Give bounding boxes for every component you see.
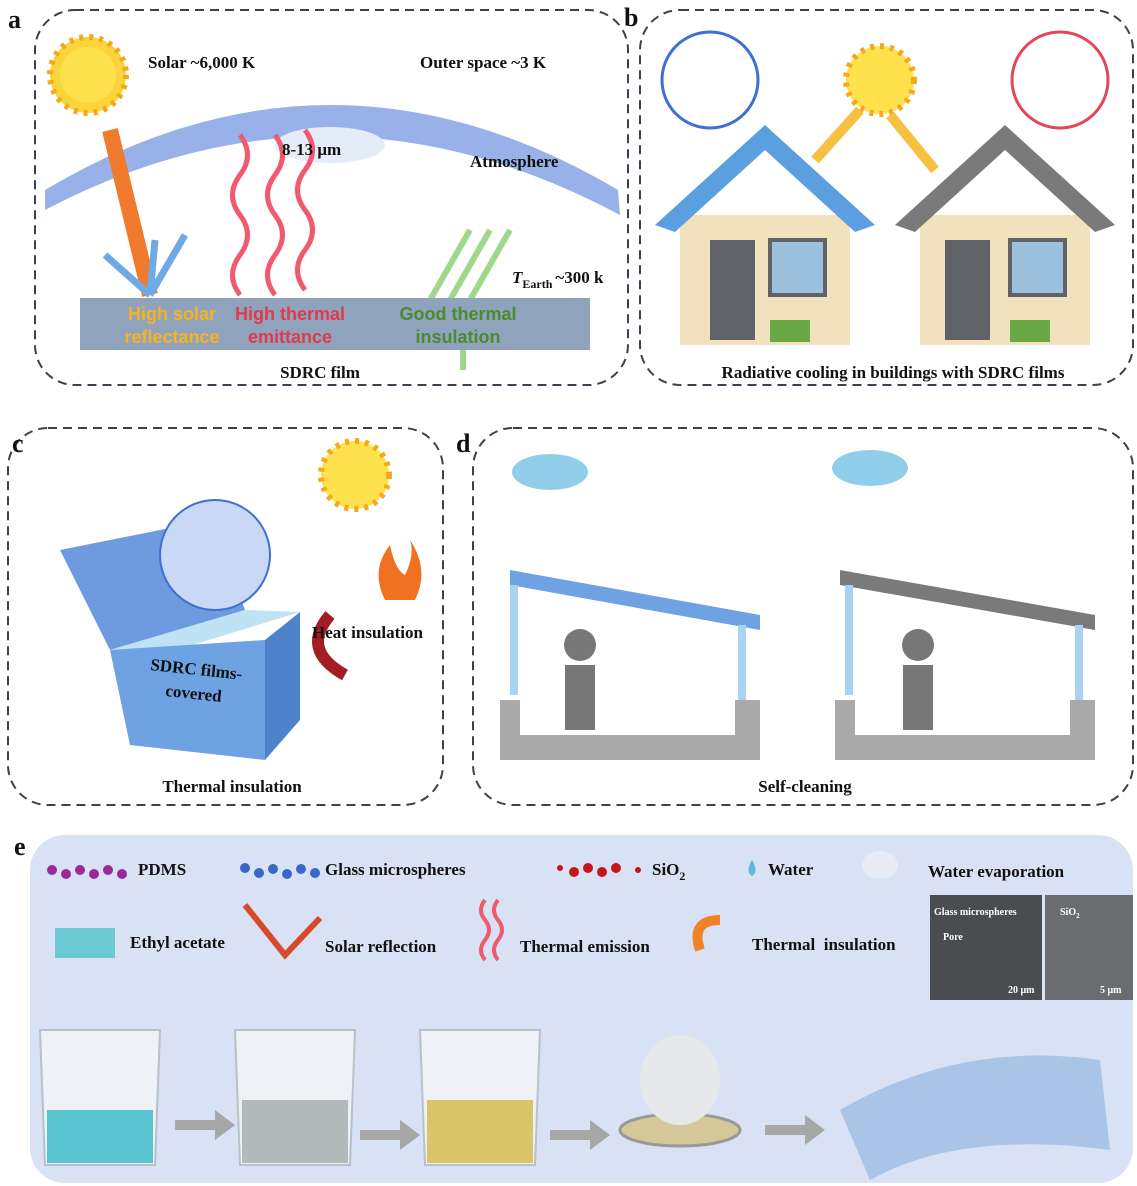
text: PDMS xyxy=(138,860,186,879)
panel-c-frame xyxy=(7,427,444,806)
text: reflectance xyxy=(124,327,219,347)
text: Thermal insulation xyxy=(162,777,302,796)
cloud xyxy=(512,454,588,490)
house-cool xyxy=(655,125,875,345)
house-clean xyxy=(500,570,760,760)
text: SiO2 xyxy=(1060,907,1080,920)
text: SiO2 xyxy=(652,860,685,883)
glass-icon xyxy=(240,863,320,879)
text: Self-cleaning xyxy=(758,777,852,796)
text: Heat insulation xyxy=(312,623,424,642)
sun xyxy=(318,438,392,512)
sem-image xyxy=(930,895,1042,1000)
text: Radiative cooling in buildings with SDRC… xyxy=(722,363,1065,382)
text: Solar reflection xyxy=(325,937,437,956)
panel-label: d xyxy=(456,429,471,458)
panel-d-frame xyxy=(472,427,1134,806)
text: 5 μm xyxy=(1100,985,1122,996)
panel-label: c xyxy=(12,429,24,458)
film xyxy=(840,1055,1110,1180)
text: Water xyxy=(768,860,814,879)
sun-rays xyxy=(811,106,939,174)
text: Solar ~6,000 K xyxy=(148,53,256,72)
text: Ethyl acetate xyxy=(130,933,225,952)
sun xyxy=(47,34,129,116)
cloud xyxy=(832,450,908,486)
heat-arrow xyxy=(312,611,349,681)
text: TEarth ~300 k xyxy=(512,268,604,291)
sdrc-film xyxy=(80,298,590,350)
water-icon xyxy=(748,860,756,876)
bubble xyxy=(1010,30,1110,130)
text: Thermal emission xyxy=(520,937,650,956)
emission-icon xyxy=(479,898,504,962)
text: Thermal insulation xyxy=(752,935,896,954)
panel-a-frame xyxy=(34,9,629,386)
house-dirty xyxy=(835,570,1095,760)
text: 8-13 μm xyxy=(282,140,341,159)
insulation-icon xyxy=(692,915,721,952)
text: High thermal xyxy=(235,304,345,324)
text: 20 μm xyxy=(1008,985,1035,996)
flame xyxy=(378,540,422,600)
text: Outer space ~3 K xyxy=(420,53,547,72)
text: Atmosphere xyxy=(470,152,559,171)
bubble xyxy=(159,499,271,611)
cloud xyxy=(275,127,385,163)
bubble xyxy=(660,30,760,130)
atmosphere xyxy=(45,105,620,215)
text: Water evaporation xyxy=(928,862,1065,881)
pdms-icon xyxy=(47,865,127,879)
solar-beam xyxy=(102,128,158,297)
panel-label: e xyxy=(14,832,26,861)
text: Glass microspheres xyxy=(325,860,466,879)
text: Good thermal xyxy=(399,304,516,324)
panel-label: b xyxy=(624,3,638,32)
thermal-waves xyxy=(230,128,315,297)
process-arrows xyxy=(175,1110,825,1150)
text: insulation xyxy=(416,327,501,347)
text: Glass microspheres xyxy=(934,907,1017,918)
panel-label: a xyxy=(8,5,21,34)
text: Pore xyxy=(943,932,963,943)
panel-b-frame xyxy=(639,9,1134,386)
sio2-icon xyxy=(557,863,641,877)
sun xyxy=(843,43,917,117)
ethyl-icon xyxy=(55,928,115,958)
text: emittance xyxy=(248,327,332,347)
evaporation-icon xyxy=(862,851,898,879)
vapor xyxy=(640,1035,720,1125)
beakers xyxy=(38,1029,542,1166)
text: High solar xyxy=(128,304,216,324)
reflection xyxy=(102,233,189,298)
sem-image xyxy=(1045,895,1133,1000)
reflection-icon xyxy=(242,903,323,960)
text: SDRC film xyxy=(280,363,360,382)
house-hot xyxy=(895,125,1115,345)
